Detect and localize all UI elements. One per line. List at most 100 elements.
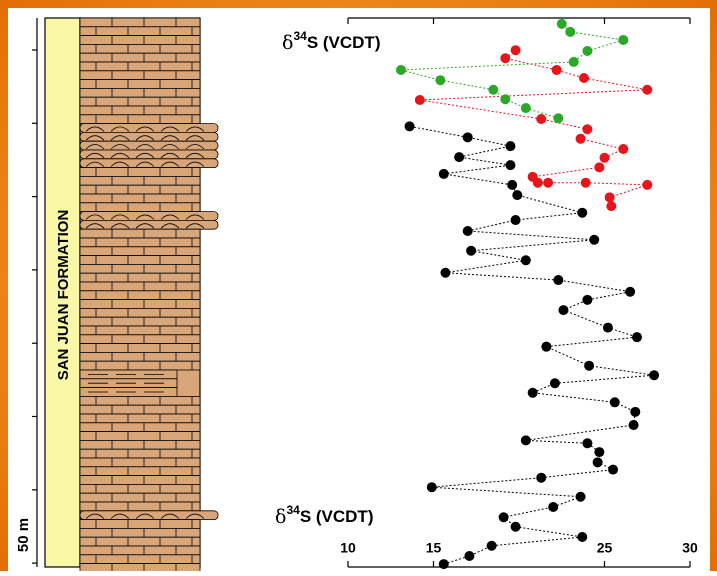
data-point [500,53,510,63]
axis-rest: S (VCDT) [300,507,374,526]
data-point [632,332,642,342]
bed [80,449,200,458]
bed [80,18,200,27]
x-tick-label: 15 [426,540,442,556]
bed [80,423,200,432]
bed [80,458,200,467]
data-point [536,114,546,124]
bed [80,414,200,423]
bed [80,484,200,493]
bed [80,537,200,546]
data-point [439,559,449,569]
scale-label: 50 m [15,518,32,552]
data-point [415,95,425,105]
data-point [528,172,538,182]
data-point [576,134,586,144]
data-point [589,235,599,245]
data-point [594,162,604,172]
data-point [550,378,560,388]
bed [80,396,200,405]
data-point [464,551,474,561]
data-point [499,512,509,522]
data-point [642,85,652,95]
bed [80,282,200,291]
bed [80,80,200,89]
bed [80,44,200,53]
bed [80,168,200,177]
bed [80,238,200,247]
bed [80,71,200,80]
bed [80,106,200,115]
data-point [610,397,620,407]
bed [80,185,200,194]
data-point [569,57,579,67]
data-point [427,482,437,492]
bed [80,344,200,353]
data-point [440,268,450,278]
bed [80,256,200,265]
data-point [642,180,652,190]
data-point [576,492,586,502]
axis-superscript: 34 [286,503,300,517]
bed [80,97,200,106]
bed [80,264,200,273]
data-point [608,465,618,475]
bed [80,291,200,300]
data-point [454,152,464,162]
data-point [625,287,635,297]
data-point [582,46,592,56]
bed [80,300,200,309]
data-point [463,132,473,142]
x-tick-label: 10 [340,540,356,556]
data-point [488,85,498,95]
data-point [582,124,592,134]
data-point [512,190,522,200]
data-point [577,208,587,218]
bed [80,53,200,62]
data-point [603,323,613,333]
data-point [511,215,521,225]
data-point [618,144,628,154]
data-point [505,160,515,170]
data-point [543,178,553,188]
data-point [649,370,659,380]
data-point [565,27,575,37]
data-point [439,169,449,179]
bed [80,115,200,124]
bed [80,203,200,212]
strat-column: 50 m SAN JUAN FORMATION [15,18,218,571]
data-point [579,73,589,83]
bed [80,326,200,335]
data-point [521,103,531,113]
bed [80,36,200,45]
data-point [505,141,515,151]
x-tick-label: 25 [597,540,613,556]
data-point [466,246,476,256]
bed [80,62,200,71]
data-point [630,407,640,417]
bed [80,493,200,502]
bed [80,352,200,361]
data-point [405,121,415,131]
data-point [582,295,592,305]
data-point [511,522,521,532]
data-point [521,255,531,265]
bed [80,317,200,326]
data-point [577,532,587,542]
bed [80,405,200,414]
bed [80,476,200,485]
data-point [605,192,615,202]
bed [80,247,200,256]
data-point [553,113,563,123]
data-point [507,180,517,190]
bed [80,27,200,36]
bed [80,229,200,238]
column-label: SAN JUAN FORMATION [55,210,72,381]
data-point [463,226,473,236]
axis-symbol: δ [282,32,293,54]
axis-rest: S (VCDT) [307,33,381,52]
bed [80,273,200,282]
data-point [487,541,497,551]
data-point [552,65,562,75]
bed [80,502,200,511]
